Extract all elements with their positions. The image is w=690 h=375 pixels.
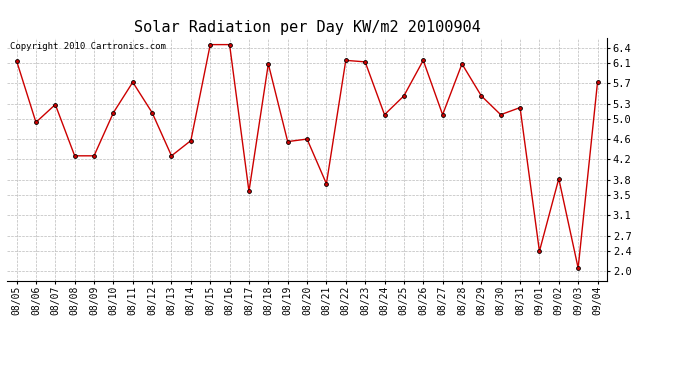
Title: Solar Radiation per Day KW/m2 20100904: Solar Radiation per Day KW/m2 20100904: [134, 20, 480, 35]
Text: Copyright 2010 Cartronics.com: Copyright 2010 Cartronics.com: [10, 42, 166, 51]
